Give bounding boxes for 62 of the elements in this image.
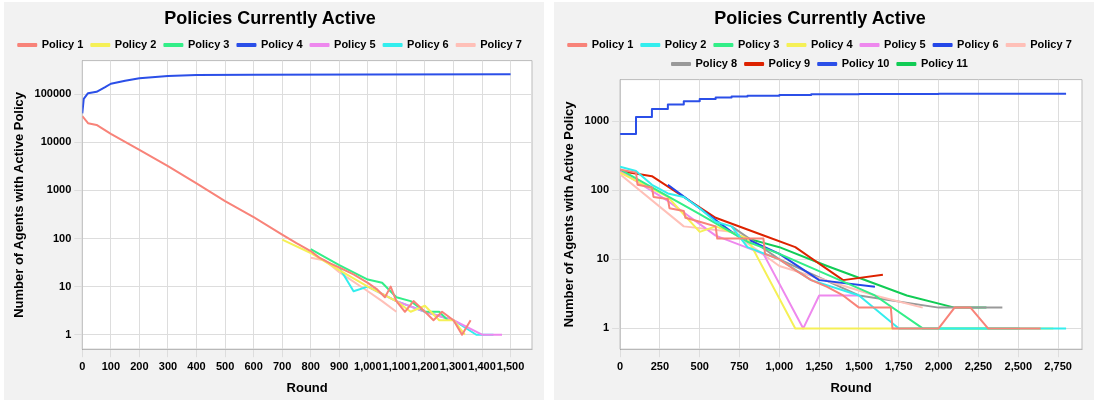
legend-label: Policy 5 xyxy=(334,38,376,51)
legend-label: Policy 10 xyxy=(841,57,890,70)
x-axis-title: Round xyxy=(830,379,872,395)
x-tick-label: 500 xyxy=(215,359,235,372)
x-tick-label: 900 xyxy=(330,359,349,372)
x-tick-label: 750 xyxy=(730,359,749,372)
x-tick-label: 1,100 xyxy=(382,359,411,372)
x-tick-label: 2,250 xyxy=(964,359,993,372)
y-tick-label: 100 xyxy=(590,183,610,196)
y-axis-title: Number of Agents with Active Policy xyxy=(561,100,577,328)
x-tick-label: 300 xyxy=(158,359,178,372)
x-tick-label: 200 xyxy=(130,359,149,372)
chart-title: Policies Currently Active xyxy=(164,7,376,28)
legend-label: Policy 4 xyxy=(260,38,304,51)
legend-label: Policy 1 xyxy=(591,38,634,51)
x-tick-label: 1,500 xyxy=(496,359,525,372)
y-tick-label: 1 xyxy=(65,327,72,340)
x-tick-label: 500 xyxy=(690,359,709,372)
x-tick-label: 1,000 xyxy=(765,359,794,372)
x-tick-label: 1,200 xyxy=(411,359,439,372)
x-tick-label: 700 xyxy=(272,359,292,372)
x-tick-label: 100 xyxy=(101,359,121,372)
x-tick-label: 0 xyxy=(79,359,86,372)
legend-label: Policy 11 xyxy=(920,57,968,70)
y-tick-label: 10 xyxy=(59,279,72,292)
x-tick-label: 2,500 xyxy=(1004,359,1033,372)
x-tick-label: 1,400 xyxy=(468,359,496,372)
legend-label: Policy 7 xyxy=(480,38,522,51)
x-tick-label: 1,000 xyxy=(354,359,382,372)
x-tick-label: 2,750 xyxy=(1044,359,1072,372)
y-tick-label: 10000 xyxy=(40,135,72,148)
legend-label: Policy 8 xyxy=(695,57,738,70)
legend-label: Policy 2 xyxy=(114,38,157,51)
y-tick-label: 10 xyxy=(596,252,610,265)
y-tick-label: 100000 xyxy=(34,87,72,100)
x-axis-title: Round xyxy=(286,379,328,395)
x-tick-label: 400 xyxy=(187,359,206,372)
x-tick-label: 1,500 xyxy=(845,359,873,372)
y-axis-title: Number of Agents with Active Policy xyxy=(11,91,27,318)
y-tick-label: 100 xyxy=(52,231,72,244)
legend-label: Policy 6 xyxy=(407,38,449,51)
x-tick-label: 0 xyxy=(617,359,624,372)
legend-label: Policy 5 xyxy=(884,38,926,51)
x-tick-label: 1,750 xyxy=(885,359,913,372)
legend-label: Policy 2 xyxy=(664,38,707,51)
legend-label: Policy 3 xyxy=(737,38,780,51)
x-tick-label: 800 xyxy=(301,359,320,372)
legend-label: Policy 3 xyxy=(187,38,230,51)
y-tick-label: 1000 xyxy=(46,183,72,196)
x-tick-label: 600 xyxy=(244,359,263,372)
legend-label: Policy 9 xyxy=(768,57,811,70)
legend-label: Policy 1 xyxy=(41,38,84,51)
x-tick-label: 250 xyxy=(650,359,670,372)
legend-label: Policy 7 xyxy=(1030,38,1072,51)
x-tick-label: 2,000 xyxy=(924,359,953,372)
chart-title: Policies Currently Active xyxy=(714,7,926,28)
legend-label: Policy 4 xyxy=(810,38,854,51)
x-tick-label: 1,300 xyxy=(439,359,468,372)
y-tick-label: 1000 xyxy=(584,114,610,127)
y-tick-label: 1 xyxy=(602,321,610,334)
x-tick-label: 1,250 xyxy=(805,359,833,372)
legend-label: Policy 6 xyxy=(957,38,999,51)
